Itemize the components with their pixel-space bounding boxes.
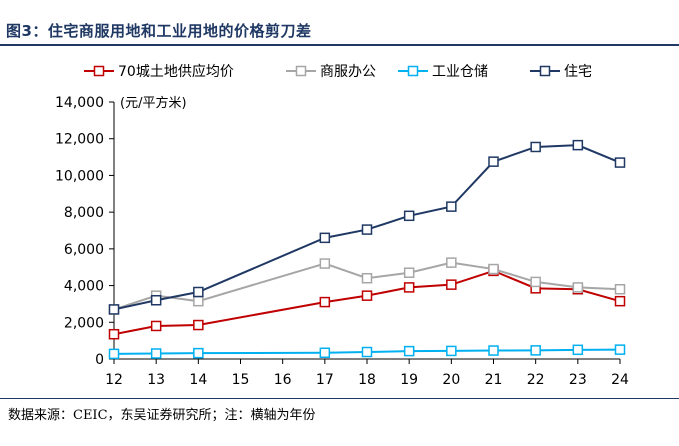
y-tick-label: 14,000 [55,95,104,111]
data-point [614,295,626,307]
legend-swatch-marker [407,65,419,77]
data-point [572,139,584,151]
data-point [193,347,204,359]
x-tick-label: 16 [274,372,292,388]
x-tick-label: 23 [569,372,587,388]
data-point [193,295,204,307]
data-point [614,283,626,295]
data-point [150,320,162,332]
y-tick-label: 0 [95,352,104,368]
data-point [193,286,204,298]
legend-item: 商服办公 [286,64,376,80]
data-point [361,346,373,358]
x-tick-label: 22 [527,372,545,388]
y-tick-label: 12,000 [55,132,104,148]
data-point [530,276,541,288]
data-point [614,344,626,355]
data-point [361,224,373,235]
data-point [488,263,499,275]
data-point [403,282,415,293]
data-point [572,282,584,293]
data-point [572,344,584,356]
legend-swatch-marker [295,65,307,77]
x-tick-label: 21 [485,372,503,388]
legend-label: 商服办公 [320,64,376,80]
x-tick-label: 15 [232,372,250,388]
legend-label: 工业仓储 [432,64,488,80]
series-2 [108,344,626,360]
x-tick-label: 19 [400,372,418,388]
y-tick-label: 8,000 [64,205,104,221]
data-point [530,345,541,356]
y-tick-label: 2,000 [64,315,104,331]
data-point [488,156,499,167]
source-rule [0,398,679,399]
data-point [150,295,162,306]
x-tick-label: 24 [611,372,629,388]
data-point [446,257,457,268]
x-tick-label: 20 [442,372,460,388]
series-0 [108,265,626,340]
data-point [403,210,415,222]
series-layer [108,139,626,360]
x-tick-label: 14 [189,372,207,388]
chart-legend: 70城土地供应均价 商服办公 工业仓储 住宅 [84,63,592,80]
legend-item: 住宅 [530,64,592,80]
x-tick-label: 13 [147,372,165,388]
legend-item: 工业仓储 [398,64,488,80]
chart-axes: 0 2,000 4,000 6,000 8,000 10,000 12,000 14,000 1… [55,95,629,388]
data-point [319,258,331,269]
legend-swatch-marker [539,65,551,77]
legend-label: 住宅 [564,64,592,80]
series-3 [108,139,626,315]
legend-item: 70城土地供应均价 [84,63,234,80]
legend-swatch-marker [93,65,105,77]
data-point [403,345,415,357]
legend-label: 70城土地供应均价 [118,63,234,80]
data-point [150,348,162,359]
data-point [361,272,373,284]
title-rule [0,44,679,46]
data-point [108,348,120,360]
y-tick-label: 6,000 [64,242,104,258]
data-point [446,201,457,212]
data-point [488,345,499,356]
data-point [108,304,120,315]
y-tick-label: 10,000 [55,168,104,184]
x-tick-label: 12 [105,372,123,388]
x-tick-label: 18 [358,372,376,388]
y-tick-label: 4,000 [64,279,104,295]
y-axis-unit-label: (元/平方米) [120,95,187,111]
data-point [193,319,204,331]
data-point [361,290,373,301]
data-point [614,157,626,168]
figure-title: 图3：住宅商服用地和工业用地的价格剪刀差 [6,22,312,40]
series-1 [108,257,626,315]
data-point [530,141,541,153]
data-point [403,267,415,278]
data-point [446,279,457,290]
series-line [113,261,621,311]
data-point [319,347,331,359]
data-point [446,345,457,357]
data-point [319,296,331,308]
source-note: 数据来源：CEIC，东吴证券研究所；注：横轴为年份 [8,408,316,423]
data-point [319,232,331,244]
data-point [108,328,120,340]
line-chart: 70城土地供应均价 商服办公 工业仓储 住宅 (元/平方米) 0 2,000 4,000 6… [55,63,629,388]
x-tick-label: 17 [316,372,334,388]
